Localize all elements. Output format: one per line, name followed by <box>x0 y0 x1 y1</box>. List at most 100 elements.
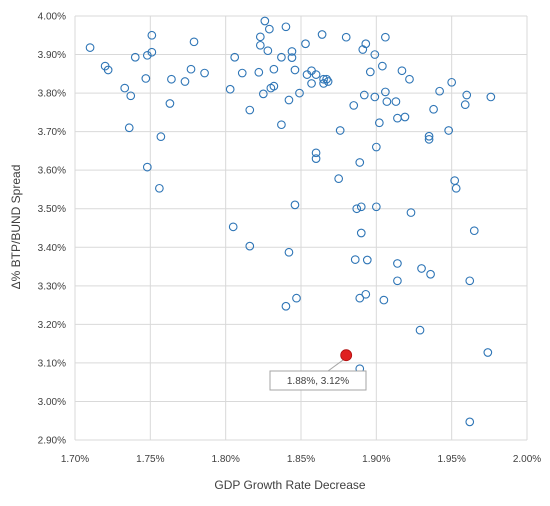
data-point <box>355 158 365 167</box>
highlight-callout: 1.88%, 3.12% <box>269 349 367 391</box>
data-point <box>371 142 381 152</box>
data-point <box>311 154 321 163</box>
data-point <box>356 202 366 212</box>
data-point <box>444 126 454 135</box>
x-tick-label: 1.90% <box>362 454 390 465</box>
data-point <box>277 120 286 130</box>
data-point <box>165 99 175 108</box>
data-point <box>462 90 472 100</box>
data-point <box>460 100 470 110</box>
data-point <box>85 43 95 52</box>
y-tick-label: 3.10% <box>38 358 66 369</box>
y-tick-label: 3.60% <box>38 166 66 177</box>
data-point <box>287 47 297 56</box>
data-point <box>301 39 310 49</box>
data-point <box>424 131 434 141</box>
data-point <box>382 97 392 106</box>
data-point <box>147 30 157 40</box>
x-tick-label: 1.70% <box>61 454 89 465</box>
data-point <box>269 81 279 91</box>
data-point <box>260 16 270 26</box>
data-point <box>254 67 264 77</box>
data-point <box>405 74 414 84</box>
data-point <box>356 228 366 238</box>
data-point <box>447 77 457 87</box>
x-tick-label: 1.95% <box>437 454 465 465</box>
data-point <box>361 39 371 49</box>
data-point <box>349 101 359 110</box>
data-point <box>391 97 401 106</box>
data-point <box>379 295 389 305</box>
data-point <box>142 50 152 60</box>
y-tick-label: 3.30% <box>38 281 66 292</box>
data-points <box>85 16 496 427</box>
data-point <box>322 74 331 84</box>
data-point <box>381 87 390 97</box>
y-tick-label: 2.90% <box>38 436 66 447</box>
data-point <box>281 22 291 32</box>
data-point <box>284 95 294 105</box>
data-point <box>393 259 402 268</box>
data-point <box>486 92 496 102</box>
data-point <box>265 24 274 34</box>
data-point <box>370 50 380 59</box>
data-point <box>255 40 265 50</box>
data-point <box>435 86 444 96</box>
data-point <box>355 293 365 303</box>
data-point <box>186 64 196 74</box>
data-point <box>465 417 475 427</box>
data-point <box>228 222 238 232</box>
data-point <box>350 255 360 264</box>
data-point <box>245 105 255 115</box>
data-point <box>359 90 369 100</box>
data-point <box>483 348 493 357</box>
data-point <box>284 247 294 257</box>
data-point <box>230 52 240 62</box>
data-point <box>167 74 176 84</box>
data-point <box>307 79 316 88</box>
data-point <box>415 325 425 335</box>
data-point <box>465 276 475 286</box>
data-point <box>180 77 190 86</box>
data-point <box>130 52 140 62</box>
data-point <box>147 47 157 57</box>
data-point <box>400 112 410 122</box>
tick-labels: 2.90% 3.00% 3.10% 3.20% 3.30% 3.40% 3.50% 3.60%… <box>38 12 542 466</box>
data-point <box>237 68 247 78</box>
data-point <box>124 123 134 133</box>
y-tick-label: 3.00% <box>38 397 66 408</box>
y-tick-label: 4.00% <box>38 12 66 23</box>
data-point <box>126 91 136 101</box>
data-point <box>365 67 375 77</box>
data-point <box>290 200 300 210</box>
y-tick-label: 3.90% <box>38 50 66 61</box>
data-point <box>393 276 402 286</box>
data-point <box>200 68 209 78</box>
data-point <box>371 202 381 212</box>
data-point <box>255 32 265 42</box>
data-point <box>417 264 426 273</box>
data-point <box>424 134 434 144</box>
data-point <box>225 84 235 94</box>
data-point <box>142 162 152 172</box>
data-point <box>103 65 113 75</box>
data-point <box>335 126 345 135</box>
x-tick-label: 1.75% <box>136 454 164 465</box>
gridlines <box>74 15 528 441</box>
data-point <box>426 269 435 279</box>
data-point <box>323 77 333 86</box>
data-point <box>281 301 291 311</box>
data-point <box>362 255 372 265</box>
data-point <box>406 208 416 217</box>
data-point <box>397 66 407 76</box>
data-point <box>189 37 199 47</box>
data-point <box>277 52 286 62</box>
data-point <box>341 32 351 42</box>
data-point <box>361 289 371 299</box>
data-point <box>381 32 390 42</box>
data-point <box>141 74 151 83</box>
data-point <box>120 83 130 93</box>
data-point <box>245 241 255 251</box>
